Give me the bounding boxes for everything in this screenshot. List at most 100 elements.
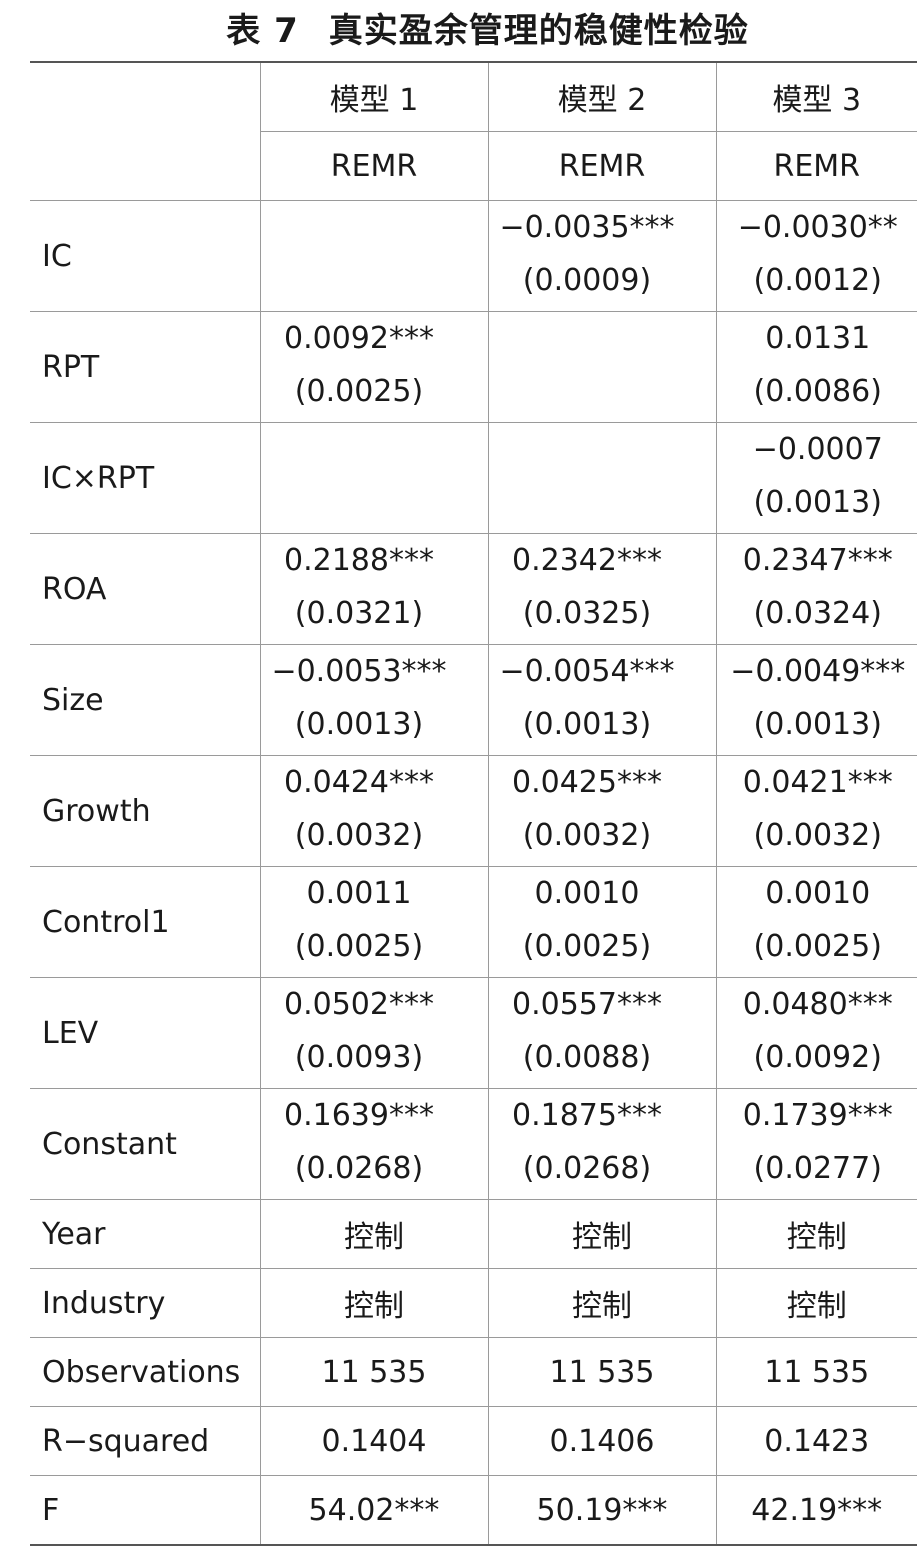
model-2-cell: 0.2342*** (0.0325) <box>487 533 716 645</box>
variable-label: ROA <box>30 533 260 645</box>
model-1-cell: 0.0011 (0.0025) <box>259 866 488 978</box>
model-3-cell: 0.0131 (0.0086) <box>715 311 917 423</box>
estimate-cell: 0.2188*** (0.0321) <box>261 534 488 644</box>
summary-value: 50.19*** <box>487 1475 716 1546</box>
estimate-cell <box>489 423 716 533</box>
model-1-cell <box>259 200 488 312</box>
standard-error-value: (0.0088) <box>522 1040 652 1075</box>
table-row: Growth 0.0424*** (0.0032) 0.0425*** (0.0032)… <box>30 755 917 867</box>
variable-label: Constant <box>30 1088 260 1200</box>
coefficient-value: −0.0049*** <box>730 654 906 689</box>
standard-error-value: (0.0086) <box>753 374 882 409</box>
estimate-cell: 0.0421*** (0.0032) <box>717 756 917 866</box>
standard-error-value: (0.0093) <box>294 1040 424 1075</box>
table-row: IC×RPT −0.0007 (0.0013) <box>30 422 917 534</box>
estimate-cell: 0.0424*** (0.0032) <box>261 756 488 866</box>
variable-label: LEV <box>30 977 260 1089</box>
table-row: Constant 0.1639*** (0.0268) 0.1875*** (0.026… <box>30 1088 917 1200</box>
summary-value: 42.19*** <box>715 1475 917 1546</box>
model-3-cell: 0.1739*** (0.0277) <box>715 1088 917 1200</box>
estimate-cell: −0.0053*** (0.0013) <box>261 645 488 755</box>
summary-value: 11 535 <box>259 1337 488 1407</box>
summary-value: 控制 <box>259 1199 488 1269</box>
model-1-header: 模型 1 <box>259 61 488 132</box>
standard-error-value: (0.0025) <box>522 929 652 964</box>
coefficient-value: 0.0421*** <box>742 765 893 800</box>
coefficient-value: 0.0424*** <box>284 765 434 800</box>
regression-table: 模型 1 模型 2 模型 3 REMR REMR REMR IC −0.0035*… <box>30 61 917 1546</box>
model-1-cell: 0.2188*** (0.0321) <box>259 533 488 645</box>
coefficient-value: −0.0053*** <box>271 654 447 689</box>
standard-error-value: (0.0032) <box>522 818 652 853</box>
summary-value: 控制 <box>487 1268 716 1338</box>
summary-row: R−squared 0.1404 0.1406 0.1423 <box>30 1406 917 1476</box>
estimate-cell: −0.0007 (0.0013) <box>717 423 917 533</box>
variable-label: Growth <box>30 755 260 867</box>
model-2-cell: 0.0010 (0.0025) <box>487 866 716 978</box>
variable-label: IC×RPT <box>30 422 260 534</box>
coefficient-value: 0.0092*** <box>284 321 434 356</box>
summary-rows: Year 控制 控制 控制 Industry 控制 控制 控制 Observations 11 5… <box>30 1199 917 1546</box>
coefficient-value: −0.0007 <box>752 432 883 467</box>
summary-value: 0.1423 <box>715 1406 917 1476</box>
coefficient-value: 0.0480*** <box>742 987 893 1022</box>
model-1-cell <box>259 422 488 534</box>
model-1-cell: 0.0502*** (0.0093) <box>259 977 488 1089</box>
depvar-1: REMR <box>259 131 488 201</box>
standard-error-value: (0.0025) <box>294 929 424 964</box>
standard-error-value: (0.0092) <box>753 1040 882 1075</box>
variable-label: IC <box>30 200 260 312</box>
standard-error-value: (0.0013) <box>753 707 882 742</box>
estimate-cell: 0.0010 (0.0025) <box>489 867 716 977</box>
summary-value: 11 535 <box>715 1337 917 1407</box>
estimate-cell: 0.0011 (0.0025) <box>261 867 488 977</box>
standard-error-value: (0.0032) <box>753 818 882 853</box>
standard-error-value: (0.0324) <box>753 596 882 631</box>
model-2-cell: 0.0557*** (0.0088) <box>487 977 716 1089</box>
coefficient-value: 0.2347*** <box>742 543 893 578</box>
standard-error-value: (0.0012) <box>753 263 882 298</box>
standard-error-value: (0.0009) <box>522 263 652 298</box>
summary-value: 控制 <box>715 1268 917 1338</box>
table-row: Control1 0.0011 (0.0025) 0.0010 (0.0025) 0.00… <box>30 866 917 978</box>
summary-row: Industry 控制 控制 控制 <box>30 1268 917 1338</box>
summary-row: Observations 11 535 11 535 11 535 <box>30 1337 917 1407</box>
variable-label: Control1 <box>30 866 260 978</box>
depvar-3: REMR <box>715 131 917 201</box>
summary-label: Year <box>30 1199 260 1269</box>
summary-row: Year 控制 控制 控制 <box>30 1199 917 1269</box>
summary-label: Observations <box>30 1337 260 1407</box>
estimate-cell: 0.1639*** (0.0268) <box>261 1089 488 1199</box>
estimate-cell: 0.1875*** (0.0268) <box>489 1089 716 1199</box>
estimate-cell: −0.0035*** (0.0009) <box>489 201 716 311</box>
estimate-cell: 0.0092*** (0.0025) <box>261 312 488 422</box>
table-row: LEV 0.0502*** (0.0093) 0.0557*** (0.0088) 0.0… <box>30 977 917 1089</box>
coefficient-value: 0.0131 <box>765 321 871 356</box>
table-title: 表 7 真实盈余管理的稳健性检验 <box>0 0 917 62</box>
summary-value: 0.1406 <box>487 1406 716 1476</box>
table-number: 表 7 <box>226 11 299 51</box>
model-1-cell: 0.0424*** (0.0032) <box>259 755 488 867</box>
estimate-cell: 0.0425*** (0.0032) <box>489 756 716 866</box>
coefficient-value: 0.0011 <box>306 876 412 911</box>
standard-error-value: (0.0013) <box>753 485 882 520</box>
estimate-cell: 0.0557*** (0.0088) <box>489 978 716 1088</box>
standard-error-value: (0.0277) <box>753 1151 882 1186</box>
summary-row: F 54.02*** 50.19*** 42.19*** <box>30 1475 917 1546</box>
table-caption: 真实盈余管理的稳健性检验 <box>328 11 749 51</box>
coefficient-value: 0.1875*** <box>512 1098 662 1133</box>
standard-error-value: (0.0013) <box>522 707 652 742</box>
estimate-cell: −0.0054*** (0.0013) <box>489 645 716 755</box>
model-3-cell: 0.0480*** (0.0092) <box>715 977 917 1089</box>
standard-error-value: (0.0325) <box>522 596 652 631</box>
model-3-cell: −0.0049*** (0.0013) <box>715 644 917 756</box>
model-3-cell: −0.0030** (0.0012) <box>715 200 917 312</box>
summary-value: 控制 <box>259 1268 488 1338</box>
coefficient-value: 0.1639*** <box>284 1098 434 1133</box>
standard-error-value: (0.0268) <box>522 1151 652 1186</box>
table-row: ROA 0.2188*** (0.0321) 0.2342*** (0.0325) 0.2… <box>30 533 917 645</box>
model-1-cell: 0.0092*** (0.0025) <box>259 311 488 423</box>
model-3-cell: −0.0007 (0.0013) <box>715 422 917 534</box>
model-2-cell: −0.0054*** (0.0013) <box>487 644 716 756</box>
coefficient-value: 0.0010 <box>765 876 871 911</box>
